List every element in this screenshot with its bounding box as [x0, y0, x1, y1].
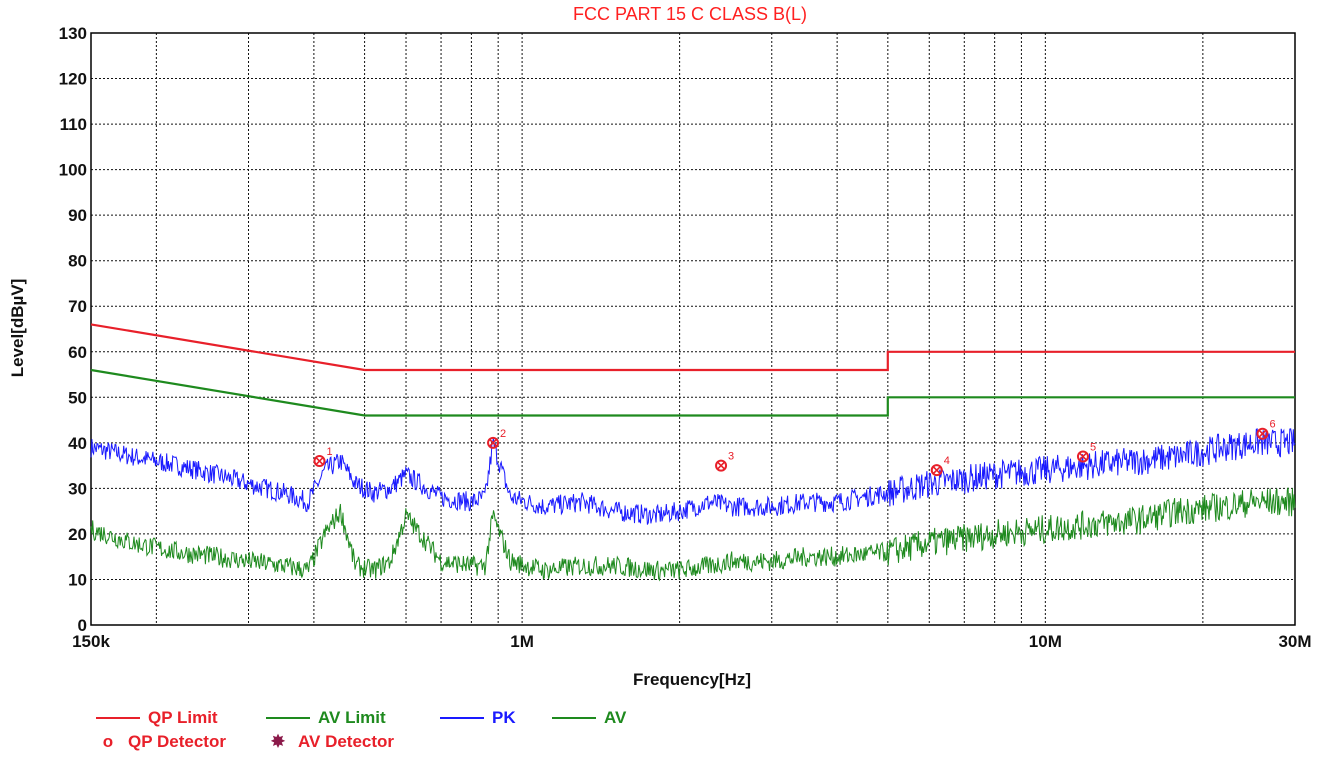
legend-swatch-av-limit — [266, 717, 310, 719]
plot-border — [90, 32, 1296, 626]
marker-label: 5 — [1090, 442, 1096, 454]
chart-title: FCC PART 15 C CLASS B(L) — [572, 4, 808, 24]
marker-cross — [716, 461, 726, 471]
y-tick-label: 50 — [68, 388, 87, 407]
y-tick-label: 80 — [68, 252, 87, 271]
legend-item-av: AV — [552, 708, 626, 728]
x-tick-label: 30M — [1278, 632, 1311, 651]
x-axis-label: Frequency[Hz] — [632, 670, 752, 689]
legend-label-qp-detector: QP Detector — [128, 732, 226, 751]
marker-symbol — [1076, 450, 1089, 463]
y-tick-label: 0 — [78, 616, 87, 635]
y-tick-label: 70 — [68, 297, 87, 316]
y-tick-label: 90 — [68, 206, 87, 225]
legend-item-av-detector: ✸ AV Detector — [266, 732, 394, 752]
y-tick-label: 10 — [68, 570, 87, 589]
marker-label: 4 — [944, 455, 950, 467]
legend-label-av-detector: AV Detector — [298, 732, 395, 751]
marker-symbol — [487, 436, 500, 449]
legend-label-av: AV — [604, 708, 627, 727]
series-qp-limit — [90, 323, 1295, 372]
x-tick-label: 150k — [72, 632, 110, 651]
legend-label-pk: PK — [492, 708, 516, 727]
marker-cross — [1257, 429, 1268, 439]
legend-item-pk: PK — [440, 708, 516, 728]
y-tick-label: 20 — [68, 525, 87, 544]
marker-symbol — [930, 464, 943, 477]
qp-detector-symbol-icon: o — [102, 732, 114, 751]
y-tick-label: 100 — [59, 161, 87, 180]
marker-symbol — [1256, 427, 1269, 440]
legend-label-av-limit: AV Limit — [318, 708, 386, 727]
marker-label: 1 — [326, 446, 332, 458]
legend-swatch-qp-limit — [96, 717, 140, 719]
legend-item-qp-detector: o QP Detector — [96, 732, 226, 752]
marker-cross — [1078, 451, 1088, 462]
marker-cross — [488, 438, 498, 448]
marker-label: 3 — [728, 451, 734, 463]
y-tick-label: 120 — [59, 70, 87, 89]
y-tick-label: 40 — [68, 434, 87, 453]
marker-label: 6 — [1269, 419, 1275, 431]
x-tick-label: 10M — [1029, 632, 1062, 651]
y-tick-label: 110 — [60, 115, 87, 134]
series-av-limit — [90, 368, 1295, 417]
legend-item-av-limit: AV Limit — [266, 708, 386, 728]
series-av — [90, 487, 1296, 582]
marker-cross — [932, 465, 942, 475]
legend-swatch-pk — [440, 717, 484, 719]
series-pk — [90, 428, 1296, 525]
marker-label: 2 — [500, 428, 506, 440]
marker-symbol — [313, 455, 326, 468]
legend-item-qp-limit: QP Limit — [96, 708, 218, 728]
legend-swatch-av — [552, 717, 596, 719]
legend-label-qp-limit: QP Limit — [148, 708, 218, 727]
av-detector-symbol-icon: ✸ — [270, 732, 286, 751]
marker-symbol — [715, 459, 728, 472]
marker-cross — [314, 456, 325, 466]
y-tick-label: 130 — [59, 24, 87, 43]
plot-area — [91, 33, 1295, 625]
y-tick-label: 30 — [68, 479, 87, 498]
x-tick-label: 1M — [510, 632, 534, 651]
y-tick-label: 60 — [68, 343, 87, 362]
